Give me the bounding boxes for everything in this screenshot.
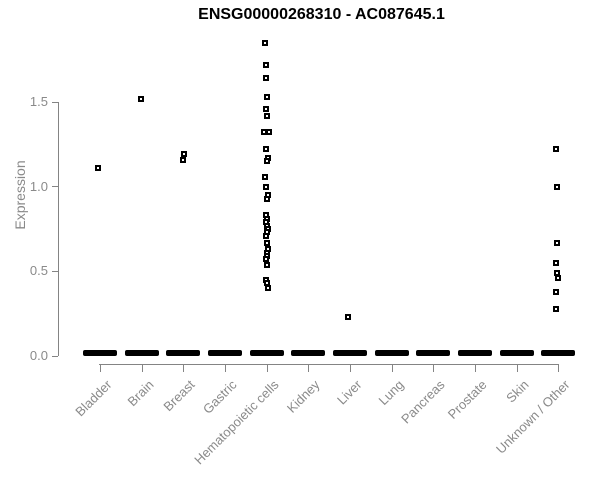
zero-expression-cluster: [249, 350, 284, 356]
data-point: [137, 95, 144, 102]
data-point: [95, 165, 101, 172]
chart-title: ENSG00000268310 - AC087645.1: [198, 6, 445, 23]
zero-expression-cluster: [207, 350, 242, 356]
y-axis-label: Expression: [12, 160, 28, 230]
data-point: [264, 285, 271, 292]
data-point: [261, 173, 268, 180]
y-tick-label: 1.5: [29, 94, 48, 109]
data-point: [553, 288, 560, 295]
data-point: [262, 105, 269, 112]
x-tick-mark: [433, 364, 435, 372]
y-axis-line: [58, 102, 59, 356]
zero-expression-cluster: [541, 350, 576, 356]
data-point: [263, 158, 270, 165]
y-tick-mark: [52, 101, 58, 103]
data-point: [262, 183, 269, 190]
data-point: [344, 314, 351, 321]
data-point: [262, 256, 269, 263]
data-point: [262, 146, 269, 153]
data-point: [263, 239, 270, 246]
x-tick-mark: [266, 364, 268, 372]
y-tick-mark: [52, 186, 58, 188]
data-point: [263, 93, 270, 100]
data-point: [181, 151, 188, 158]
x-tick-mark: [558, 364, 560, 372]
zero-expression-cluster: [124, 350, 159, 356]
y-tick-mark: [52, 270, 58, 272]
zero-expression-cluster: [166, 350, 201, 356]
data-point: [554, 183, 561, 190]
x-tick-mark: [474, 364, 476, 372]
zero-expression-cluster: [416, 350, 451, 356]
zero-expression-cluster: [83, 350, 117, 356]
data-point: [263, 261, 270, 268]
x-tick-mark: [183, 364, 185, 372]
data-point: [265, 129, 272, 136]
zero-expression-cluster: [332, 350, 367, 356]
x-tick-mark: [516, 364, 518, 372]
y-tick-mark: [52, 355, 58, 357]
y-tick-label: 0.0: [29, 348, 48, 363]
data-point: [553, 146, 560, 153]
data-point: [553, 259, 560, 266]
zero-expression-cluster: [457, 350, 492, 356]
x-tick-mark: [100, 364, 101, 372]
data-point: [263, 280, 270, 287]
data-point: [263, 195, 270, 202]
data-point: [262, 61, 269, 68]
data-point: [180, 156, 187, 163]
data-point: [261, 39, 268, 46]
x-axis-line: [99, 364, 559, 365]
data-point: [262, 232, 269, 239]
x-tick-mark: [224, 364, 226, 372]
x-tick-mark: [141, 364, 143, 372]
data-point: [262, 75, 269, 82]
data-point: [554, 239, 561, 246]
x-tick-mark: [308, 364, 310, 372]
zero-expression-cluster: [374, 350, 409, 356]
zero-expression-cluster: [291, 350, 326, 356]
y-tick-label: 0.5: [29, 263, 48, 279]
data-point: [554, 270, 561, 277]
zero-expression-cluster: [499, 350, 534, 356]
data-point: [263, 112, 270, 119]
y-tick-label: 1.0: [29, 178, 48, 194]
x-tick-mark: [349, 364, 351, 372]
data-point: [555, 275, 562, 282]
data-point: [553, 305, 560, 312]
x-tick-mark: [391, 364, 393, 372]
